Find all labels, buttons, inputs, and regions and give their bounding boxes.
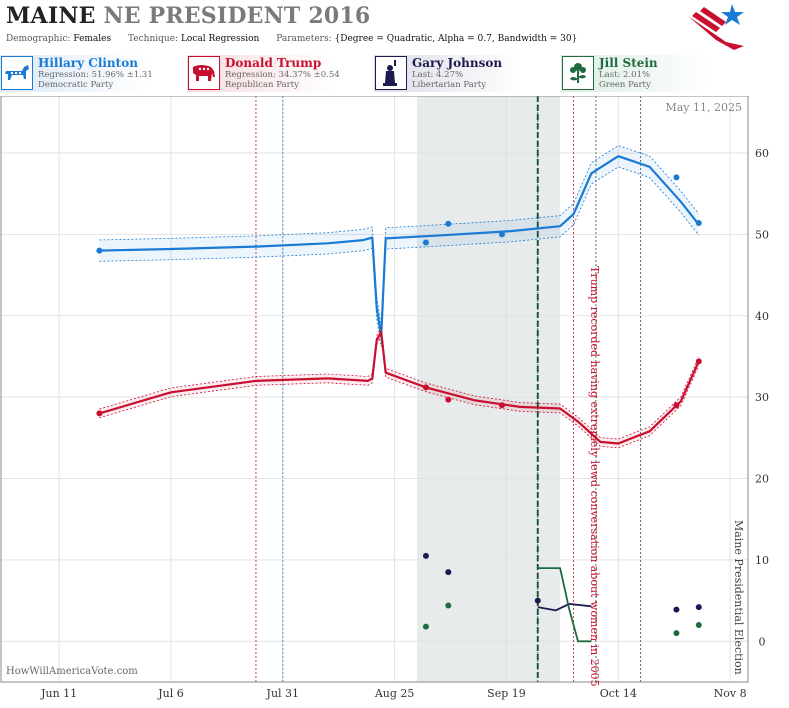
candidate-stat: Regression: 34.37% ±0.54 bbox=[225, 70, 340, 80]
data-point bbox=[422, 384, 429, 391]
page-title: MAINE NE PRESIDENT 2016 bbox=[6, 3, 370, 29]
x-tick-label: Jul 31 bbox=[266, 687, 300, 700]
data-point bbox=[445, 602, 452, 609]
site-logo-icon bbox=[688, 4, 744, 50]
shaded-period bbox=[416, 96, 561, 682]
data-point bbox=[673, 402, 680, 409]
x-tick-label: Aug 25 bbox=[374, 687, 415, 700]
data-point bbox=[498, 402, 505, 409]
chart-area: May 11, 2025 HowWillAmericaVote.com 0 10 20 3… bbox=[0, 95, 789, 704]
data-point bbox=[445, 396, 452, 403]
candidate-party: Libertarian Party bbox=[412, 80, 487, 90]
data-point bbox=[96, 247, 103, 254]
candidate-party: Green Party bbox=[599, 80, 651, 90]
data-point bbox=[422, 623, 429, 630]
data-point bbox=[695, 358, 702, 365]
watermark: HowWillAmericaVote.com bbox=[6, 666, 138, 677]
candidate-name: Donald Trump bbox=[225, 56, 322, 70]
polling-chart: May 11, 2025 HowWillAmericaVote.com 0 10 20 3… bbox=[0, 95, 769, 700]
candidate-name: Hillary Clinton bbox=[38, 56, 138, 70]
band-lower-line bbox=[99, 166, 700, 347]
x-tick-label: Jun 11 bbox=[40, 687, 77, 700]
annotation-label: Trump recorded having extremely lewd con… bbox=[588, 266, 601, 687]
technique-label: Technique: bbox=[128, 34, 179, 44]
y-tick-label: 40 bbox=[755, 310, 769, 323]
band-upper-line bbox=[99, 145, 700, 326]
data-point bbox=[422, 552, 429, 559]
technique-value: Local Regression bbox=[180, 34, 260, 44]
series-line bbox=[99, 155, 700, 338]
flower-icon bbox=[562, 56, 594, 90]
plot-frame bbox=[0, 95, 749, 683]
data-point bbox=[534, 597, 541, 604]
data-point bbox=[673, 630, 680, 637]
liberty-statue-icon bbox=[375, 56, 407, 90]
data-point bbox=[445, 569, 452, 576]
candidate-stat: Last: 2.01% bbox=[599, 70, 651, 80]
candidate-card-johnson[interactable]: Gary Johnson Last: 4.27% Libertarian Par… bbox=[374, 55, 559, 92]
y-tick-label: 0 bbox=[759, 635, 766, 648]
x-tick-label: Oct 14 bbox=[600, 687, 637, 700]
candidate-cards: Hillary Clinton Regression: 51.96% ±1.31… bbox=[0, 55, 789, 93]
parameters-label: Parameters: bbox=[276, 34, 332, 44]
candidate-name: Gary Johnson bbox=[412, 56, 503, 70]
y-tick-label: 20 bbox=[755, 473, 769, 486]
donkey-icon bbox=[1, 56, 33, 90]
data-point bbox=[695, 219, 702, 226]
candidate-name: Jill Stein bbox=[599, 56, 658, 70]
date-label: May 11, 2025 bbox=[665, 101, 742, 114]
candidate-card-stein[interactable]: Jill Stein Last: 2.01% Green Party bbox=[561, 55, 746, 92]
candidate-party: Republican Party bbox=[225, 80, 299, 90]
candidate-party: Democratic Party bbox=[38, 80, 114, 90]
demographic-label: Demographic: bbox=[6, 34, 71, 44]
elephant-icon bbox=[188, 56, 220, 90]
data-point bbox=[673, 174, 680, 181]
series-line bbox=[537, 603, 592, 612]
y-tick-label: 30 bbox=[755, 391, 769, 404]
y-tick-label: 50 bbox=[755, 228, 769, 241]
title-state: MAINE bbox=[6, 3, 96, 29]
annotation-label: Maine Presidential Election bbox=[732, 520, 745, 675]
data-point bbox=[422, 239, 429, 246]
series-line bbox=[537, 567, 592, 643]
demographic-value: Females bbox=[73, 34, 112, 44]
confidence-band bbox=[99, 145, 699, 347]
candidate-stat: Last: 4.27% bbox=[412, 70, 464, 80]
confidence-band bbox=[99, 327, 699, 448]
candidate-stat: Regression: 51.96% ±1.31 bbox=[38, 70, 153, 80]
band-upper-line bbox=[99, 326, 700, 440]
data-point bbox=[695, 622, 702, 629]
x-tick-label: Jul 6 bbox=[157, 687, 184, 700]
parameters-line: Demographic: Females Technique: Local Re… bbox=[6, 34, 591, 44]
y-tick-label: 60 bbox=[755, 147, 769, 160]
data-point bbox=[673, 606, 680, 613]
band-lower-line bbox=[99, 335, 700, 449]
data-point bbox=[96, 410, 103, 417]
x-tick-label: Sep 19 bbox=[487, 687, 526, 700]
x-tick-label: Nov 8 bbox=[714, 687, 747, 700]
parameters-value: {Degree = Quadratic, Alpha = 0.7, Bandwi… bbox=[334, 34, 578, 44]
data-point bbox=[445, 220, 452, 227]
candidate-card-clinton[interactable]: Hillary Clinton Regression: 51.96% ±1.31… bbox=[0, 55, 185, 92]
candidate-card-trump[interactable]: Donald Trump Regression: 34.37% ±0.54 Re… bbox=[187, 55, 372, 92]
data-point bbox=[695, 604, 702, 611]
header: MAINE NE PRESIDENT 2016 Demographic: Fem… bbox=[0, 0, 789, 100]
data-point bbox=[498, 231, 505, 238]
y-tick-label: 10 bbox=[755, 554, 769, 567]
title-race: NE PRESIDENT 2016 bbox=[103, 3, 371, 29]
